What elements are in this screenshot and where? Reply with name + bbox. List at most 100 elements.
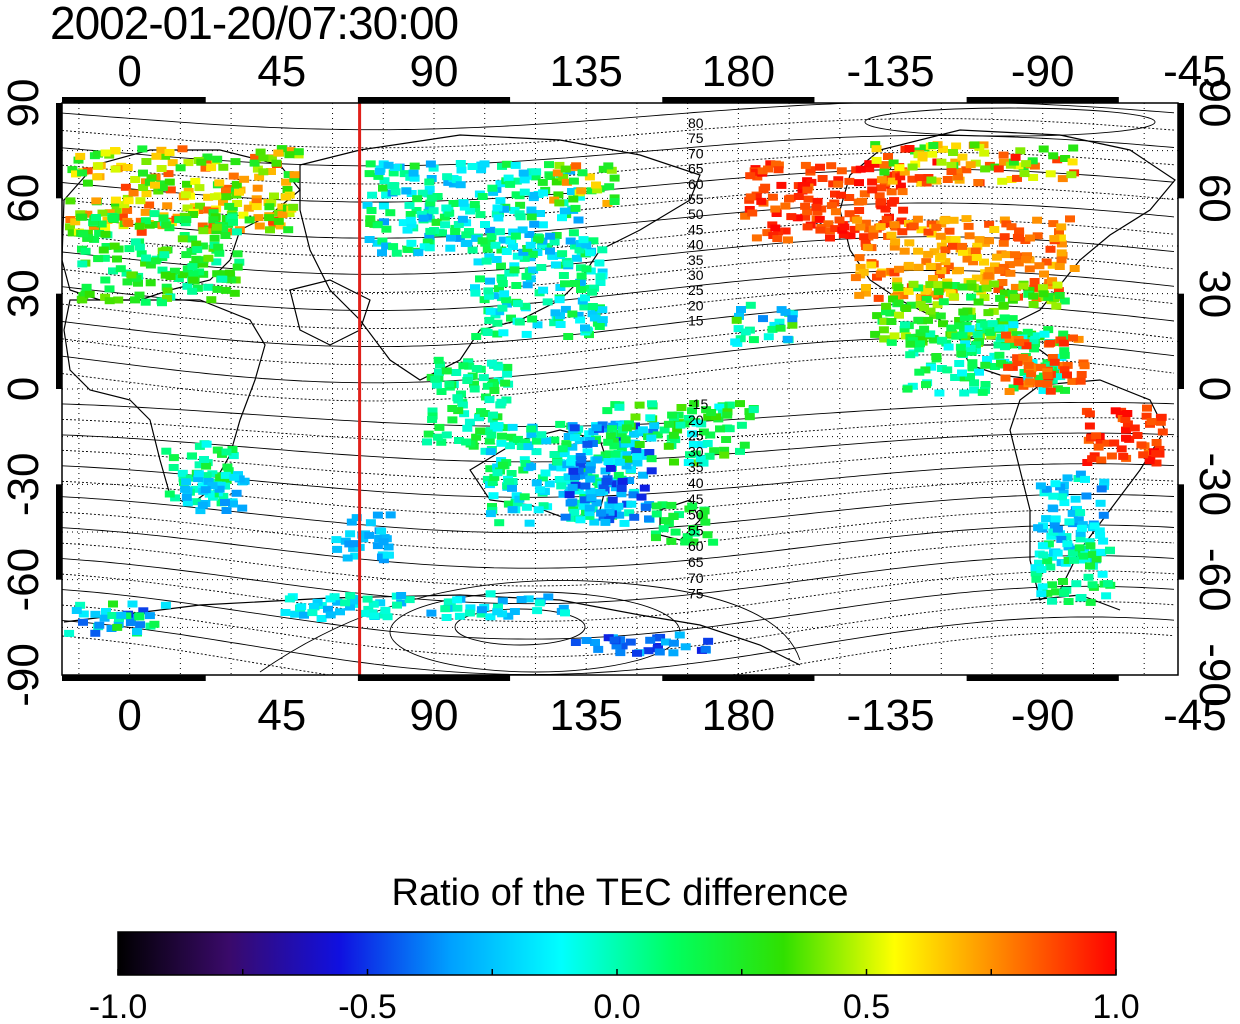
tec-cell — [480, 221, 490, 228]
tec-cell — [780, 202, 791, 210]
tec-cell — [505, 442, 515, 450]
tec-cell — [161, 447, 172, 455]
tec-cell — [769, 321, 780, 329]
tec-cell — [130, 238, 141, 246]
tec-cell — [549, 451, 560, 458]
tec-cell — [396, 592, 407, 599]
tec-cell — [110, 196, 121, 204]
tec-cell — [626, 466, 636, 474]
tec-cell — [1021, 160, 1032, 168]
tec-cell — [566, 514, 577, 522]
tec-cell — [942, 176, 953, 183]
tec-cell — [364, 531, 375, 539]
tec-cell — [77, 213, 88, 221]
tec-cell — [1086, 434, 1096, 442]
tec-cell — [594, 323, 605, 330]
tec-cell — [132, 628, 143, 635]
tec-cell — [255, 148, 266, 156]
tec-cell — [1075, 470, 1086, 478]
tec-cell — [251, 203, 262, 211]
contour-line — [62, 539, 1175, 587]
tec-cell — [573, 216, 584, 224]
tec-cell — [536, 264, 547, 271]
tec-cell — [475, 211, 486, 219]
tec-cell — [1035, 482, 1046, 490]
tec-cell — [211, 223, 222, 231]
tec-cell — [423, 208, 434, 216]
tec-cell — [570, 204, 581, 212]
tec-cell — [492, 469, 503, 477]
tec-cell — [805, 166, 816, 174]
tec-cell — [983, 272, 994, 280]
tec-cell — [912, 215, 923, 223]
tec-cell — [283, 226, 294, 234]
tec-cell — [680, 643, 691, 651]
contour-labels: 8075706560555045403530252015-15202530354… — [688, 115, 708, 602]
tec-cell — [1037, 583, 1048, 591]
tec-cell — [878, 326, 889, 334]
tec-cell — [979, 258, 989, 266]
tec-cell — [579, 303, 590, 311]
tec-cell — [814, 215, 825, 223]
tec-cell — [1012, 359, 1023, 367]
tec-cell — [266, 154, 277, 162]
tec-cell — [672, 426, 683, 434]
tec-cell — [71, 607, 82, 614]
tec-cell — [501, 248, 512, 255]
tec-cell — [1021, 342, 1032, 350]
tec-cell — [815, 163, 825, 171]
tec-cell — [285, 147, 296, 155]
frame-band-right — [1178, 293, 1184, 389]
tec-cell — [1080, 475, 1090, 483]
tec-cell — [221, 448, 232, 456]
tec-cell — [1069, 556, 1079, 564]
tec-cell — [604, 501, 615, 509]
tec-cell — [592, 456, 603, 464]
tec-cell — [412, 195, 423, 203]
tec-cell — [1007, 341, 1017, 349]
tec-cell — [596, 509, 607, 517]
tec-cell — [540, 469, 551, 477]
tec-cell — [283, 171, 294, 179]
colorbar-tick-label: 0.0 — [593, 988, 640, 1024]
contour-label: 35 — [688, 459, 704, 475]
tec-cell — [881, 302, 892, 310]
tec-cell — [399, 170, 410, 178]
tec-cell — [683, 459, 694, 466]
tec-cell — [1075, 509, 1086, 517]
tec-cell — [567, 483, 578, 491]
tec-cell — [1054, 263, 1065, 270]
tec-cell — [195, 507, 206, 515]
frame-bands — [56, 97, 1184, 681]
tec-cell — [1008, 321, 1019, 329]
tec-cell — [1012, 174, 1022, 182]
tec-cell — [744, 413, 755, 421]
tec-cell — [110, 165, 121, 173]
tec-cell — [886, 318, 897, 325]
tec-cell — [836, 167, 847, 175]
frame-band-left — [56, 293, 62, 389]
right-lat-tick-label: 90 — [1190, 79, 1239, 128]
tec-cell — [444, 209, 455, 217]
tec-cell — [558, 173, 569, 181]
tec-cell — [767, 193, 778, 201]
tec-cell — [507, 243, 518, 250]
tec-cell — [440, 221, 451, 229]
tec-cell — [860, 219, 871, 227]
right-lat-tick-label: -90 — [1190, 643, 1239, 707]
tec-cell — [200, 164, 211, 172]
tec-cell — [168, 454, 179, 462]
tec-cell — [424, 244, 435, 252]
tec-cell — [614, 403, 625, 411]
tec-cell — [160, 601, 171, 609]
tec-cell — [881, 308, 891, 316]
tec-cell — [966, 283, 977, 291]
tec-cell — [485, 427, 496, 435]
tec-cell — [493, 363, 504, 371]
tec-cell — [567, 443, 578, 451]
tec-cell — [669, 458, 679, 466]
tec-cell — [497, 275, 507, 283]
tec-cell — [190, 485, 201, 493]
tec-cell — [496, 439, 507, 447]
tec-cell — [569, 508, 580, 516]
